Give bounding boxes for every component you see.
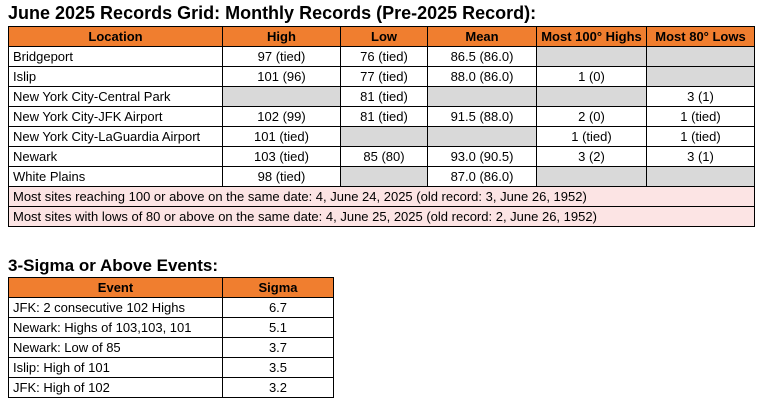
location-cell: Newark [8, 146, 223, 167]
sigma-cell: 3.7 [222, 337, 334, 358]
low-cell [340, 126, 428, 147]
most-100-highs-cell: 1 (0) [536, 66, 647, 87]
mean-cell [427, 86, 537, 107]
table-row: Islip: High of 101 3.5 [8, 357, 334, 378]
most-100-highs-cell: 1 (tied) [536, 126, 647, 147]
events-title: 3-Sigma or Above Events: [8, 256, 219, 275]
most-80-lows-cell [646, 166, 755, 187]
note-row: Most sites with lows of 80 or above on t… [8, 206, 755, 227]
location-cell: Islip [8, 66, 223, 87]
mean-cell: 93.0 (90.5) [427, 146, 537, 167]
high-cell: 98 (tied) [222, 166, 341, 187]
most-80-lows-cell: 1 (tied) [646, 126, 755, 147]
mean-cell: 91.5 (88.0) [427, 106, 537, 127]
table-row: Newark 103 (tied) 85 (80) 93.0 (90.5) 3 … [8, 146, 755, 167]
most-100-highs-cell: 3 (2) [536, 146, 647, 167]
col-header-high: High [222, 26, 341, 47]
col-header-low: Low [340, 26, 428, 47]
most-80-lows-cell: 3 (1) [646, 86, 755, 107]
table-row: JFK: High of 102 3.2 [8, 377, 334, 398]
table-row: New York City-JFK Airport 102 (99) 81 (t… [8, 106, 755, 127]
col-header-sigma: Sigma [222, 277, 334, 298]
sigma-cell: 3.5 [222, 357, 334, 378]
location-cell: White Plains [8, 166, 223, 187]
low-cell: 81 (tied) [340, 86, 428, 107]
table-row: JFK: 2 consecutive 102 Highs 6.7 [8, 297, 334, 318]
page-title: June 2025 Records Grid: Monthly Records … [8, 3, 537, 23]
sigma-cell: 3.2 [222, 377, 334, 398]
high-cell: 101 (96) [222, 66, 341, 87]
most-80-lows-cell [646, 66, 755, 87]
high-cell: 97 (tied) [222, 46, 341, 67]
location-cell: New York City-LaGuardia Airport [8, 126, 223, 147]
mean-cell: 86.5 (86.0) [427, 46, 537, 67]
col-header-location: Location [8, 26, 223, 47]
records-table: Location High Low Mean Most 100° Highs M… [8, 26, 755, 227]
mean-cell: 87.0 (86.0) [427, 166, 537, 187]
high-cell [222, 86, 341, 107]
sigma-cell: 5.1 [222, 317, 334, 338]
note-row: Most sites reaching 100 or above on the … [8, 186, 755, 207]
event-cell: Newark: Low of 85 [8, 337, 223, 358]
events-header-row: Event Sigma [8, 277, 334, 298]
event-cell: Islip: High of 101 [8, 357, 223, 378]
table-row: Newark: Low of 85 3.7 [8, 337, 334, 358]
table-row: New York City-LaGuardia Airport 101 (tie… [8, 126, 755, 147]
col-header-event: Event [8, 277, 223, 298]
location-cell: New York City-Central Park [8, 86, 223, 107]
mean-cell: 88.0 (86.0) [427, 66, 537, 87]
sigma-cell: 6.7 [222, 297, 334, 318]
low-cell: 77 (tied) [340, 66, 428, 87]
table-row: Bridgeport 97 (tied) 76 (tied) 86.5 (86.… [8, 46, 755, 67]
location-cell: New York City-JFK Airport [8, 106, 223, 127]
col-header-mean: Mean [427, 26, 537, 47]
high-cell: 102 (99) [222, 106, 341, 127]
most-80-lows-cell: 3 (1) [646, 146, 755, 167]
high-cell: 101 (tied) [222, 126, 341, 147]
table-row: White Plains 98 (tied) 87.0 (86.0) [8, 166, 755, 187]
col-header-most-80-lows: Most 80° Lows [646, 26, 755, 47]
record-note-80-lows: Most sites with lows of 80 or above on t… [8, 206, 755, 227]
low-cell: 85 (80) [340, 146, 428, 167]
location-cell: Bridgeport [8, 46, 223, 67]
records-header-row: Location High Low Mean Most 100° Highs M… [8, 26, 755, 47]
low-cell: 76 (tied) [340, 46, 428, 67]
most-80-lows-cell: 1 (tied) [646, 106, 755, 127]
events-table: Event Sigma JFK: 2 consecutive 102 Highs… [8, 277, 334, 398]
event-cell: JFK: High of 102 [8, 377, 223, 398]
most-80-lows-cell [646, 46, 755, 67]
most-100-highs-cell: 2 (0) [536, 106, 647, 127]
table-row: Newark: Highs of 103,103, 101 5.1 [8, 317, 334, 338]
event-cell: Newark: Highs of 103,103, 101 [8, 317, 223, 338]
low-cell [340, 166, 428, 187]
col-header-most-100-highs: Most 100° Highs [536, 26, 647, 47]
low-cell: 81 (tied) [340, 106, 428, 127]
mean-cell [427, 126, 537, 147]
event-cell: JFK: 2 consecutive 102 Highs [8, 297, 223, 318]
table-row: New York City-Central Park 81 (tied) 3 (… [8, 86, 755, 107]
table-row: Islip 101 (96) 77 (tied) 88.0 (86.0) 1 (… [8, 66, 755, 87]
high-cell: 103 (tied) [222, 146, 341, 167]
record-note-100-highs: Most sites reaching 100 or above on the … [8, 186, 755, 207]
most-100-highs-cell [536, 86, 647, 107]
most-100-highs-cell [536, 46, 647, 67]
most-100-highs-cell [536, 166, 647, 187]
